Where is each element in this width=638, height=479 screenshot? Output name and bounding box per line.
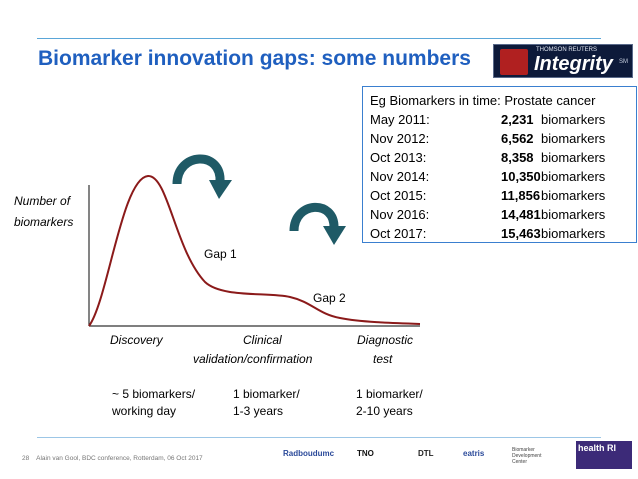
- slide-title: Biomarker innovation gaps: some numbers: [38, 47, 471, 70]
- row-date: Nov 2016:: [370, 207, 430, 222]
- curved-arrow-icon: [289, 202, 346, 245]
- row-count: 15,463: [501, 226, 541, 241]
- funnel-curve: [88, 174, 421, 327]
- infobox-row: Nov 2016: 14,481 biomarkers: [370, 207, 632, 225]
- logo-company-text: THOMSON REUTERS: [536, 47, 598, 53]
- logo-trademark: SM: [619, 59, 628, 65]
- row-unit: biomarkers: [541, 112, 606, 127]
- gap2-label: Gap 2: [313, 291, 346, 305]
- row-date: Oct 2015:: [370, 188, 427, 203]
- footer-rule: [37, 437, 601, 438]
- row-date: Nov 2014:: [370, 169, 430, 184]
- logo-mark-icon: [500, 49, 528, 75]
- stage-discovery: Discovery: [110, 333, 163, 347]
- stage-clinical-line2: validation/confirmation: [193, 352, 313, 366]
- stage-clinical-line1: Clinical: [243, 333, 282, 347]
- row-unit: biomarkers: [541, 188, 606, 203]
- row-unit: biomarkers: [541, 207, 606, 222]
- infobox-row: Oct 2015: 11,856 biomarkers: [370, 188, 632, 206]
- tno-logo: TNO: [357, 449, 374, 458]
- row-count: 11,856: [501, 188, 541, 203]
- rate-discovery-line2: working day: [112, 404, 177, 418]
- stage-diagnostic-line2: test: [373, 352, 393, 366]
- eatris-logo: eatris: [463, 449, 485, 458]
- rate-clinical-line2: 1-3 years: [233, 404, 284, 418]
- footer-text: 28 Alain van Gool, BDC conference, Rotte…: [22, 455, 203, 462]
- infobox-row: Oct 2013: 8,358 biomarkers: [370, 150, 632, 168]
- row-count: 10,350: [501, 169, 541, 184]
- gap1-label: Gap 1: [204, 247, 237, 261]
- rate-diagnostic-line1: 1 biomarker/: [356, 387, 423, 401]
- rate-diagnostic-line2: 2-10 years: [356, 404, 413, 418]
- row-unit: biomarkers: [541, 150, 606, 165]
- prostate-cancer-infobox: Eg Biomarkers in time: Prostate cancer M…: [362, 86, 637, 243]
- row-unit: biomarkers: [541, 169, 606, 184]
- logo-brand-text: Integrity: [534, 53, 613, 75]
- title-rule: [37, 38, 601, 39]
- infobox-row: Oct 2017: 15,463 biomarkers: [370, 226, 632, 244]
- infobox-row: May 2011: 2,231 biomarkers: [370, 112, 632, 130]
- y-axis-label-line1: Number of: [14, 194, 71, 208]
- infobox-row: Nov 2012: 6,562 biomarkers: [370, 131, 632, 149]
- rate-clinical-line1: 1 biomarker/: [233, 387, 300, 401]
- row-count: 14,481: [501, 207, 541, 222]
- curved-arrow-icon: [172, 154, 232, 199]
- dtl-logo: DTL: [418, 449, 434, 458]
- infobox-row: Nov 2014: 10,350 biomarkers: [370, 169, 632, 187]
- health-ri-logo: health RI: [576, 441, 632, 469]
- row-count: 8,358: [501, 150, 534, 165]
- row-count: 2,231: [501, 112, 534, 127]
- row-date: Nov 2012:: [370, 131, 430, 146]
- integrity-logo: THOMSON REUTERS Integrity SM: [493, 44, 633, 78]
- row-date: May 2011:: [370, 112, 430, 127]
- row-count: 6,562: [501, 131, 534, 146]
- page-number: 28: [22, 455, 30, 462]
- radboudumc-logo: Radboudumc: [283, 449, 335, 458]
- row-unit: biomarkers: [541, 131, 606, 146]
- rate-discovery-line1: ~ 5 biomarkers/: [112, 387, 196, 401]
- row-unit: biomarkers: [541, 226, 606, 241]
- y-axis-label-line2: biomarkers: [14, 215, 74, 229]
- stage-diagnostic-line1: Diagnostic: [357, 333, 414, 347]
- footer-credit: Alain van Gool, BDC conference, Rotterda…: [36, 455, 203, 462]
- bdc-logo: Biomarker Development Center: [512, 447, 542, 465]
- row-date: Oct 2013:: [370, 150, 427, 165]
- infobox-header: Eg Biomarkers in time: Prostate cancer: [370, 93, 596, 108]
- row-date: Oct 2017:: [370, 226, 427, 241]
